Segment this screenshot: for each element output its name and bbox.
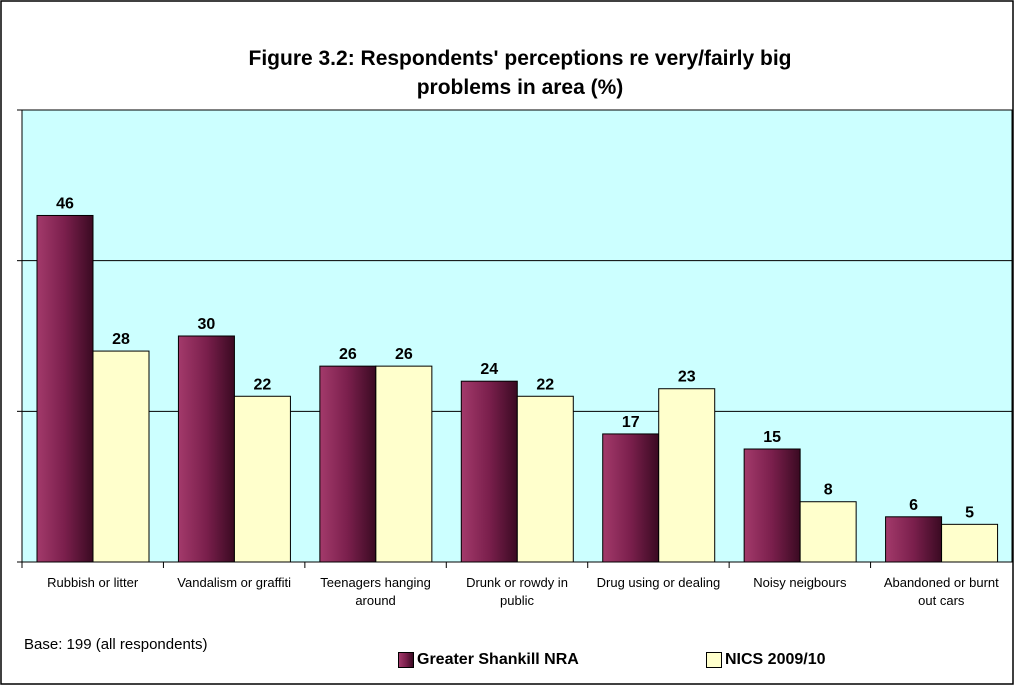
legend-label: NICS 2009/10 <box>725 651 826 668</box>
bar <box>658 388 716 563</box>
data-label: 15 <box>763 429 781 446</box>
bar <box>319 365 377 563</box>
bar <box>36 214 94 563</box>
data-label: 28 <box>112 331 130 348</box>
bar <box>233 395 291 563</box>
chart-title: Figure 3.2: Respondents' perceptions re … <box>248 47 792 99</box>
data-label: 23 <box>678 369 696 386</box>
bar <box>885 516 943 563</box>
data-label: 8 <box>824 482 833 499</box>
x-tick-label: Rubbish or litter <box>47 575 139 590</box>
data-label: 46 <box>56 195 74 212</box>
legend-entry: NICS 2009/10 <box>706 651 826 669</box>
data-label: 22 <box>254 376 272 393</box>
bar <box>516 395 574 563</box>
x-tick-label: Abandoned or burnt out cars <box>883 575 999 608</box>
base-note: Base: 199 (all respondents) <box>24 636 208 653</box>
x-tick-label: Drunk or rowdy in public <box>466 575 568 608</box>
x-tick-label: Teenagers hanging around <box>320 575 431 608</box>
data-label: 5 <box>965 504 974 521</box>
x-tick-label: Drug using or dealing <box>596 575 721 590</box>
bar <box>941 523 999 563</box>
data-label: 30 <box>198 316 216 333</box>
bar <box>460 380 518 563</box>
data-label: 17 <box>622 414 640 431</box>
legend-swatch <box>398 652 414 668</box>
bar <box>92 350 150 563</box>
data-label: 24 <box>480 361 498 378</box>
bar <box>602 433 660 563</box>
bar <box>799 501 857 563</box>
legend-swatch <box>706 652 722 668</box>
data-label: 6 <box>909 497 918 514</box>
bar <box>177 335 235 563</box>
bar <box>375 365 433 563</box>
data-label: 26 <box>339 346 357 363</box>
x-tick-label: Noisy neigbours <box>753 575 847 590</box>
data-label: 22 <box>536 376 554 393</box>
data-label: 26 <box>395 346 413 363</box>
bar <box>743 448 801 563</box>
legend-label: Greater Shankill NRA <box>417 651 579 668</box>
legend-entry: Greater Shankill NRA <box>398 651 579 669</box>
x-tick-label: Vandalism or graffiti <box>177 575 291 590</box>
